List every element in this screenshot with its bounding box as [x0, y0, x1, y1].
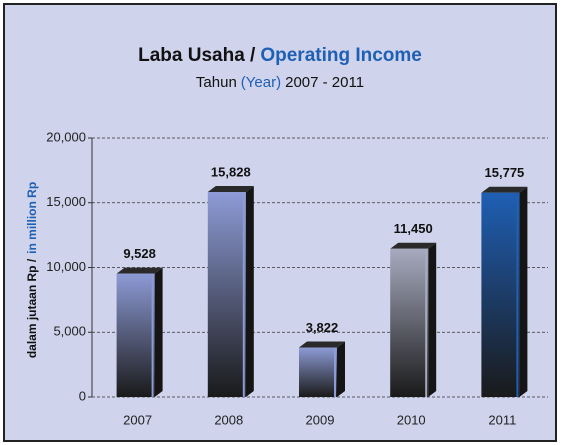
subtitle-part: Tahun [196, 74, 237, 91]
x-tick-label: 2009 [306, 412, 335, 427]
y-tick-label: 20,000 [46, 129, 86, 144]
y-label-part: dalam jutaan Rp / [25, 258, 39, 358]
bar-side [337, 341, 345, 397]
bar-top [207, 186, 254, 193]
bar [207, 192, 246, 397]
chart-subtitle: Tahun (Year) 2007 - 2011 [196, 74, 364, 91]
y-tick-label: 15,000 [46, 194, 86, 209]
bar-top [116, 267, 163, 274]
y-label-part: in million Rp [25, 182, 39, 254]
bar [116, 273, 155, 397]
bar [299, 347, 337, 397]
bar [481, 192, 520, 397]
x-tick-label: 2010 [397, 412, 426, 427]
bar [390, 248, 429, 397]
data-label: 3,822 [306, 320, 339, 335]
bar-side [428, 242, 437, 397]
y-tick-label: 5,000 [53, 324, 86, 339]
x-tick-label: 2008 [214, 412, 243, 427]
chart-background [3, 3, 557, 442]
y-tick-label: 10,000 [46, 259, 86, 274]
subtitle-part: (Year) [241, 74, 281, 91]
data-label: 15,775 [485, 165, 525, 180]
bar-top [481, 186, 528, 193]
title-part: Laba Usaha / [138, 45, 256, 66]
bar-side [519, 186, 528, 397]
data-label: 9,528 [123, 246, 156, 261]
chart-title: Laba Usaha / Operating Income [138, 45, 422, 66]
bar-side [245, 186, 254, 397]
title-part: Operating Income [260, 45, 422, 66]
bar-top [390, 242, 437, 249]
data-label: 15,828 [211, 164, 251, 179]
bar-top [299, 341, 345, 348]
subtitle-part: 2007 - 2011 [285, 74, 364, 91]
x-tick-label: 2007 [123, 412, 152, 427]
bar-side [154, 267, 163, 397]
x-tick-label: 2011 [488, 412, 516, 427]
data-label: 11,450 [394, 221, 433, 236]
y-axis-label: dalam jutaan Rp / in million Rp [25, 182, 39, 358]
y-tick-label: 0 [79, 388, 86, 403]
